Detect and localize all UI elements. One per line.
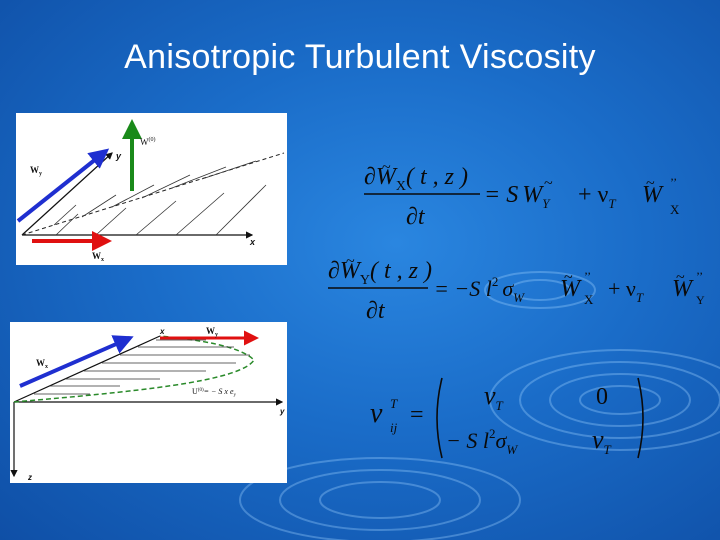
bottom-vector-diagram: Wx Wy x y z U(0)= − S x ey <box>10 322 287 483</box>
label-wx: Wx <box>36 358 48 370</box>
svg-text:~: ~ <box>676 269 685 286</box>
svg-text:=: = <box>410 402 424 428</box>
svg-text:νT: νT <box>484 381 504 413</box>
wy-vector-arrow <box>16 148 110 223</box>
svg-text:~: ~ <box>346 253 355 270</box>
svg-text:W: W <box>672 276 694 302</box>
hatch-lines <box>34 339 250 395</box>
label-wy: Wy <box>30 165 42 177</box>
hatch-lines <box>53 160 267 236</box>
axis-y-label: y <box>279 407 285 416</box>
svg-text:ij: ij <box>390 420 398 435</box>
svg-text:0: 0 <box>596 384 608 410</box>
svg-text:T: T <box>390 396 398 411</box>
top-vector-diagram: W(0) Wy Wx y x <box>16 113 287 265</box>
svg-text:ν: ν <box>370 398 383 429</box>
label-w0: W(0) <box>140 136 156 147</box>
svg-text:∂t: ∂t <box>406 204 426 230</box>
svg-text:+ νT: + νT <box>578 182 616 211</box>
svg-text:+ νT: + νT <box>608 276 644 305</box>
svg-text:~: ~ <box>646 175 655 192</box>
equation-viscosity-tensor: ν T ij = νT 0 − S l2σW νT <box>370 377 644 459</box>
axis-y-label: y <box>115 151 122 161</box>
svg-text:~: ~ <box>382 159 391 176</box>
label-wy: Wy <box>206 326 218 338</box>
equations-panel: ∂WX( t , z ) ~ ∂t = S WY ~ + νT W ~ ’’ X … <box>328 159 705 459</box>
equation-wy-evolution: ∂WY( t , z ) ~ ∂t = −S l2 σW W ~ ’’ X + ν… <box>328 253 705 324</box>
svg-text:’’: ’’ <box>584 269 591 283</box>
svg-text:~: ~ <box>544 175 553 192</box>
svg-text:Y: Y <box>696 293 705 307</box>
svg-text:W: W <box>560 276 582 302</box>
axis-z-label: z <box>27 473 32 482</box>
svg-text:∂t: ∂t <box>366 298 386 324</box>
svg-text:X: X <box>670 202 680 217</box>
svg-text:X: X <box>584 292 594 307</box>
label-wx: Wx <box>92 251 104 263</box>
wx-vector-arrow <box>19 335 134 388</box>
axis-x-label: x <box>249 237 256 247</box>
axis-x-label: x <box>159 327 165 336</box>
svg-text:’’: ’’ <box>670 175 677 189</box>
shear-profile-line <box>21 152 285 236</box>
svg-text:’’: ’’ <box>696 269 703 283</box>
svg-text:− S l2σW: − S l2σW <box>446 426 518 457</box>
slide-title: Anisotropic Turbulent Viscosity <box>124 38 596 76</box>
shear-velocity-label: U(0)= − S x ey <box>192 387 237 398</box>
shear-profile-curve <box>13 335 255 403</box>
svg-text:νT: νT <box>592 425 612 457</box>
svg-text:∂WX( t , z ): ∂WX( t , z ) <box>364 164 468 194</box>
equation-wx-evolution: ∂WX( t , z ) ~ ∂t = S WY ~ + νT W ~ ’’ X <box>364 159 680 230</box>
x-axis <box>13 335 161 403</box>
svg-text:∂WY( t , z ): ∂WY( t , z ) <box>328 258 432 288</box>
svg-text:W: W <box>642 182 664 208</box>
svg-text:~: ~ <box>564 269 573 286</box>
svg-text:= SWY: = S WY <box>484 182 551 211</box>
svg-text:= −S l2σW: = −S l2 σW <box>434 274 525 305</box>
